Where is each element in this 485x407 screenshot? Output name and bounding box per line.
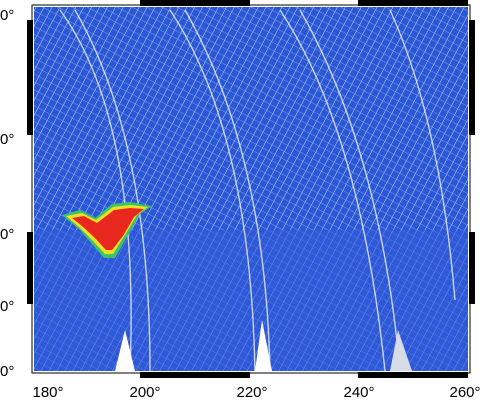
y-tick-label: 0°: [0, 298, 14, 315]
y-tick-label: 0°: [0, 7, 14, 24]
data-field: [34, 7, 468, 371]
frame: [27, 0, 475, 378]
x-tick-label: 180°: [32, 384, 63, 401]
x-tick-label: 220°: [236, 384, 267, 401]
x-tick-label: 240°: [343, 384, 374, 401]
y-tick-label: 0°: [0, 363, 14, 380]
y-tick-label: 0°: [0, 131, 14, 148]
gap: [390, 330, 412, 371]
gap: [255, 320, 272, 371]
x-tick-label: 200°: [129, 384, 160, 401]
gap: [115, 330, 135, 371]
y-tick-label: 0°: [0, 226, 14, 243]
x-tick-label: 260°: [449, 384, 480, 401]
anomaly-core: [72, 208, 144, 250]
swath-edges: [59, 9, 456, 371]
